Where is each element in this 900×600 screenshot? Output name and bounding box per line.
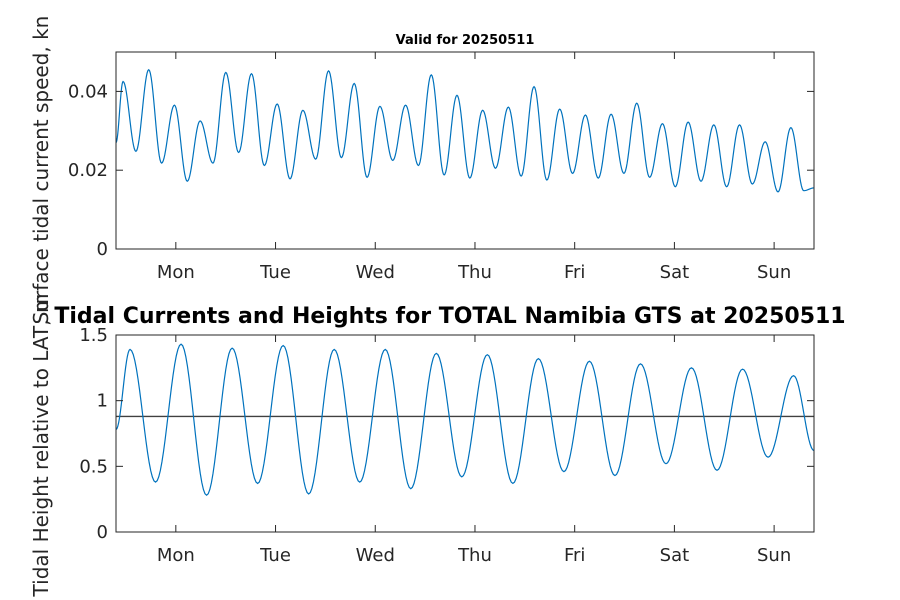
current-speed-axes-box — [115, 51, 815, 250]
tidal-height-xtick-label: Thu — [457, 545, 492, 566]
tidal-height-axes-box — [115, 334, 815, 533]
current-speed-xtick-label: Sat — [660, 262, 690, 283]
current-speed-series-line — [115, 68, 815, 193]
current-speed-tick-layer: 0 0.02 0.04 Mon Tue Wed Thu Fri Sat Sun — [68, 52, 814, 283]
current-speed-series-layer — [115, 68, 815, 193]
current-speed-title: Valid for 20250511 — [396, 33, 535, 48]
current-speed-xtick-label: Mon — [157, 262, 195, 283]
current-speed-axes: 0 0.02 0.04 Mon Tue Wed Thu Fri Sat Sun Valid for… — [29, 16, 815, 325]
current-speed-ytick-label: 0 — [97, 239, 108, 260]
tidal-height-ytick-label: 0 — [97, 522, 108, 543]
tidal-height-xtick-label: Sun — [757, 545, 791, 566]
current-speed-xtick-label: Tue — [259, 262, 291, 283]
tidal-height-series-layer — [115, 343, 815, 497]
tidal-height-ylabel: Tidal Height relative to LAT, m — [29, 294, 53, 598]
tidal-height-xtick-label: Tue — [259, 545, 291, 566]
tidal-height-plot-area — [116, 335, 814, 532]
tidal-height-xtick-label: Wed — [356, 545, 395, 566]
tidal-height-xtick-label: Fri — [564, 545, 585, 566]
tidal-height-ytick-label: 0.5 — [79, 456, 108, 477]
current-speed-xtick-label: Wed — [356, 262, 395, 283]
current-speed-xtick-label: Sun — [757, 262, 791, 283]
current-speed-ylabel: Surface tidal current speed, kn — [29, 16, 53, 325]
tidal-height-tick-layer: 0 0.5 1 1.5 Mon Tue Wed Thu Fri Sat Sun — [79, 325, 814, 566]
current-speed-ytick-label: 0.04 — [68, 81, 108, 102]
current-speed-xtick-label: Thu — [457, 262, 492, 283]
tidal-height-ytick-label: 1 — [97, 391, 108, 412]
current-speed-xtick-label: Fri — [564, 262, 585, 283]
tidal-height-series-line — [115, 343, 815, 497]
tidal-height-title: Tidal Currents and Heights for TOTAL Nam… — [54, 304, 845, 329]
tidal-height-xtick-label: Mon — [157, 545, 195, 566]
tidal-height-axes: 0 0.5 1 1.5 Mon Tue Wed Thu Fri Sat Sun Tidal Heig… — [29, 294, 846, 598]
current-speed-ytick-label: 0.02 — [68, 160, 108, 181]
tidal-height-xtick-label: Sat — [660, 545, 690, 566]
tidal-height-ytick-label: 1.5 — [79, 325, 108, 346]
